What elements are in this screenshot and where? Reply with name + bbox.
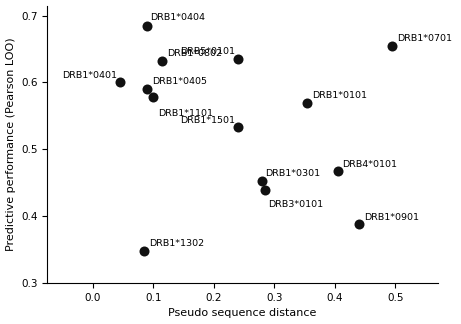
- Text: DRB1*0301: DRB1*0301: [265, 169, 320, 178]
- Text: DRB1*0802: DRB1*0802: [167, 49, 222, 58]
- Text: DRB1*1302: DRB1*1302: [149, 239, 204, 249]
- X-axis label: Pseudo sequence distance: Pseudo sequence distance: [168, 308, 317, 318]
- Text: DRB4*0101: DRB4*0101: [343, 160, 397, 169]
- Point: [234, 125, 242, 130]
- Point: [259, 179, 266, 184]
- Point: [116, 80, 124, 85]
- Text: DRB3*0101: DRB3*0101: [268, 200, 323, 209]
- Point: [355, 222, 363, 227]
- Text: DRB1*0701: DRB1*0701: [397, 34, 452, 43]
- Text: DRB1*0404: DRB1*0404: [150, 13, 205, 22]
- Text: DRB5*0101: DRB5*0101: [180, 47, 235, 56]
- Point: [143, 86, 151, 91]
- Point: [334, 169, 342, 174]
- Point: [149, 94, 157, 99]
- Point: [261, 187, 269, 192]
- Point: [141, 249, 148, 254]
- Text: DRB1*1101: DRB1*1101: [158, 109, 213, 118]
- Text: DRB1*0405: DRB1*0405: [152, 77, 207, 87]
- Point: [234, 56, 242, 62]
- Text: DRB1*0101: DRB1*0101: [312, 91, 367, 100]
- Point: [389, 43, 396, 48]
- Y-axis label: Predictive performance (Pearson LOO): Predictive performance (Pearson LOO): [6, 38, 16, 251]
- Text: DRB1*0901: DRB1*0901: [364, 213, 419, 222]
- Point: [304, 100, 311, 105]
- Point: [143, 23, 151, 28]
- Point: [159, 59, 166, 64]
- Text: DRB1*0401: DRB1*0401: [62, 71, 117, 80]
- Text: DRB1*1501: DRB1*1501: [180, 116, 235, 125]
